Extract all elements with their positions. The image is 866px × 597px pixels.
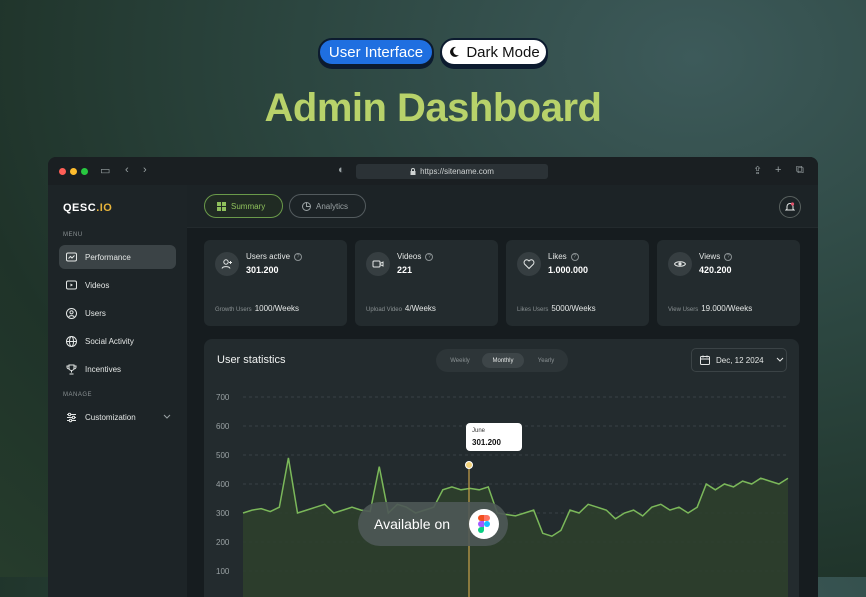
tab-summary[interactable]: Summary bbox=[204, 194, 283, 218]
y-tick-label: 100 bbox=[216, 567, 230, 576]
video-camera-icon bbox=[366, 252, 390, 276]
help-icon[interactable]: ? bbox=[570, 252, 579, 261]
user-statistics-chart: 700 600 500 400 300 200 100 bbox=[216, 393, 789, 597]
date-picker[interactable]: Dec, 12 2024 bbox=[691, 348, 787, 372]
tab-analytics[interactable]: Analytics bbox=[289, 194, 366, 218]
sidebar-item-users[interactable]: Users bbox=[59, 301, 176, 325]
card-footer: View Users 19.000/Weeks bbox=[668, 304, 753, 313]
browser-titlebar: ▭ ‹ › ◐ https://sitename.com ⇪ + ⧉ bbox=[48, 157, 818, 186]
trophy-icon bbox=[66, 364, 77, 375]
y-tick-label: 500 bbox=[216, 451, 230, 460]
sidebar-item-incentives[interactable]: Incentives bbox=[59, 357, 176, 381]
user-statistics-panel: User statistics Weekly Monthly Yearly De… bbox=[204, 339, 799, 597]
stats-title: User statistics bbox=[217, 354, 286, 366]
stat-card-likes: Likes? 1.000.000 Likes Users 5000/Weeks bbox=[506, 240, 649, 326]
card-value: 1.000.000 bbox=[548, 265, 589, 275]
y-tick-label: 600 bbox=[216, 422, 230, 431]
notification-button[interactable] bbox=[779, 196, 801, 218]
forward-icon[interactable]: › bbox=[143, 164, 147, 176]
lock-icon bbox=[410, 168, 416, 175]
play-icon bbox=[66, 280, 77, 291]
minimize-dot[interactable] bbox=[70, 168, 77, 175]
sidebar-item-performance[interactable]: Performance bbox=[59, 245, 176, 269]
y-tick-label: 300 bbox=[216, 509, 230, 518]
period-monthly[interactable]: Monthly bbox=[482, 353, 524, 368]
sidebar-toggle-icon[interactable]: ▭ bbox=[100, 165, 111, 177]
chart-tooltip: June 301.200 bbox=[466, 423, 522, 451]
help-icon[interactable]: ? bbox=[724, 252, 733, 261]
dark-mode-badge: Dark Mode bbox=[440, 38, 548, 66]
sidebar: QESC.IO MENU Performance Videos Users So… bbox=[48, 185, 187, 597]
sliders-icon bbox=[66, 412, 77, 423]
card-title: Users active? bbox=[246, 252, 303, 261]
card-footer: Growth Users 1000/Weeks bbox=[215, 304, 300, 313]
card-title: Likes? bbox=[548, 252, 579, 261]
figma-logo-icon bbox=[469, 509, 499, 539]
back-icon[interactable]: ‹ bbox=[125, 164, 129, 176]
card-value: 420.200 bbox=[699, 265, 732, 275]
card-footer: Likes Users 5000/Weeks bbox=[517, 304, 596, 313]
shield-icon: ◐ bbox=[338, 164, 345, 176]
sidebar-item-social-activity[interactable]: Social Activity bbox=[59, 329, 176, 353]
calendar-icon bbox=[700, 355, 710, 365]
stat-card-views: Views? 420.200 View Users 19.000/Weeks bbox=[657, 240, 800, 326]
chevron-down-icon bbox=[776, 357, 783, 362]
url-text: https://sitename.com bbox=[420, 167, 494, 176]
highlight-point[interactable] bbox=[465, 461, 473, 469]
y-tick-label: 700 bbox=[216, 393, 230, 402]
sidebar-item-customization[interactable]: Customization bbox=[59, 405, 176, 429]
bell-icon bbox=[785, 202, 795, 211]
logo[interactable]: QESC.IO bbox=[63, 202, 113, 214]
user-plus-icon bbox=[215, 252, 239, 276]
globe-icon bbox=[66, 335, 77, 347]
period-yearly[interactable]: Yearly bbox=[537, 357, 555, 364]
series-line bbox=[242, 457, 789, 538]
card-value: 301.200 bbox=[246, 265, 279, 275]
main-area: Summary Analytics Users active? 301.200 … bbox=[187, 185, 818, 597]
card-value: 221 bbox=[397, 265, 413, 275]
sidebar-item-videos[interactable]: Videos bbox=[59, 273, 176, 297]
stat-card-videos: Videos? 221 Upload Video 4/Weeks bbox=[355, 240, 498, 326]
chart-icon bbox=[66, 252, 77, 263]
share-icon[interactable]: ⇪ bbox=[753, 165, 763, 177]
heart-icon bbox=[517, 252, 541, 276]
stat-card-users-active: Users active? 301.200 Growth Users 1000/W… bbox=[204, 240, 347, 326]
analytics-icon bbox=[302, 201, 311, 211]
card-footer: Upload Video 4/Weeks bbox=[366, 304, 436, 313]
manage-section-label: MANAGE bbox=[63, 392, 93, 398]
close-dot[interactable] bbox=[59, 168, 66, 175]
eye-icon bbox=[668, 252, 692, 276]
help-icon[interactable]: ? bbox=[294, 252, 303, 261]
tabs-icon[interactable]: ⧉ bbox=[796, 164, 804, 176]
user-icon bbox=[66, 307, 77, 319]
period-weekly[interactable]: Weekly bbox=[450, 357, 470, 364]
available-on-label: Available on bbox=[374, 516, 451, 532]
new-tab-icon[interactable]: + bbox=[775, 164, 782, 176]
series-area bbox=[243, 457, 788, 597]
page-headline: Admin Dashboard bbox=[264, 86, 602, 130]
help-icon[interactable]: ? bbox=[425, 252, 434, 261]
card-title: Videos? bbox=[397, 252, 434, 261]
user-interface-badge: User Interface bbox=[318, 38, 434, 66]
browser-window: ▭ ‹ › ◐ https://sitename.com ⇪ + ⧉ QESC.… bbox=[48, 157, 818, 597]
card-title: Views? bbox=[699, 252, 733, 261]
moon-icon bbox=[450, 46, 460, 57]
y-tick-label: 200 bbox=[216, 538, 230, 547]
topbar: Summary Analytics bbox=[187, 185, 818, 228]
url-bar[interactable]: https://sitename.com bbox=[356, 164, 548, 179]
period-selector: Weekly Monthly Yearly bbox=[436, 349, 568, 372]
dark-mode-label: Dark Mode bbox=[466, 43, 540, 61]
chevron-down-icon bbox=[163, 414, 171, 419]
maximize-dot[interactable] bbox=[81, 168, 88, 175]
grid-icon bbox=[217, 201, 226, 211]
y-tick-label: 400 bbox=[216, 480, 230, 489]
menu-section-label: MENU bbox=[63, 232, 83, 238]
